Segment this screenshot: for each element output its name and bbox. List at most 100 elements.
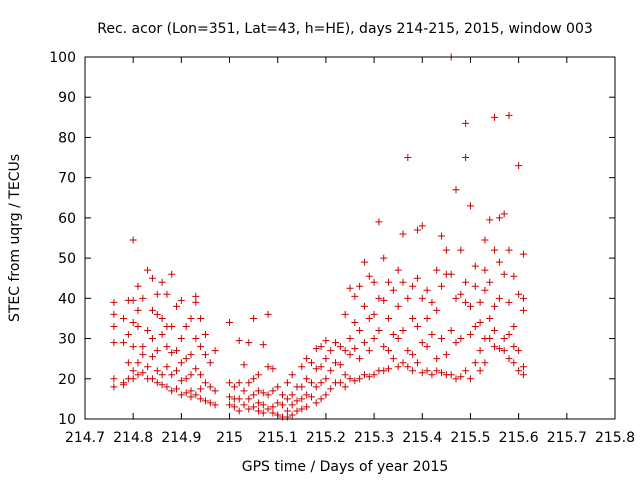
data-point xyxy=(206,359,214,367)
data-points xyxy=(110,53,527,421)
data-point xyxy=(346,351,354,359)
data-point xyxy=(177,296,185,304)
data-point xyxy=(120,381,128,389)
plot-frame xyxy=(84,56,616,420)
data-point xyxy=(201,331,209,339)
data-point xyxy=(283,395,291,403)
data-point xyxy=(404,363,412,371)
data-point xyxy=(307,393,315,401)
data-point xyxy=(187,393,195,401)
data-point xyxy=(235,379,243,387)
data-point xyxy=(182,355,190,363)
data-point xyxy=(144,363,152,371)
data-point xyxy=(274,399,282,407)
data-point xyxy=(491,302,499,310)
data-point xyxy=(211,401,219,409)
data-point xyxy=(201,397,209,405)
data-point xyxy=(389,286,397,294)
data-point xyxy=(192,298,200,306)
data-point xyxy=(351,345,359,353)
data-point xyxy=(510,322,518,330)
data-point xyxy=(519,363,527,371)
data-point xyxy=(317,343,325,351)
x-axis-ticks: 214.7 214.8 214.9 215 215.1 215.2 215.3 215.4 21… xyxy=(65,57,635,446)
y-tick-label: 30 xyxy=(58,332,76,348)
data-point xyxy=(404,154,412,162)
data-point xyxy=(283,407,291,415)
data-point xyxy=(341,383,349,391)
data-point xyxy=(187,387,195,395)
x-tick-label: 215.2 xyxy=(306,430,346,446)
data-point xyxy=(346,284,354,292)
data-point xyxy=(476,367,484,375)
data-point xyxy=(341,310,349,318)
data-point xyxy=(466,202,474,210)
data-point xyxy=(399,327,407,335)
data-point xyxy=(177,335,185,343)
data-point xyxy=(240,401,248,409)
data-point xyxy=(389,331,397,339)
data-point xyxy=(447,270,455,278)
data-point xyxy=(163,363,171,371)
y-tick-label: 50 xyxy=(58,251,76,267)
data-point xyxy=(505,246,513,254)
data-point xyxy=(254,387,262,395)
data-point xyxy=(476,298,484,306)
data-point xyxy=(515,367,523,375)
data-point xyxy=(129,296,137,304)
x-tick-label: 215.6 xyxy=(499,430,539,446)
data-point xyxy=(505,298,513,306)
data-point xyxy=(124,331,132,339)
data-point xyxy=(288,401,296,409)
data-point xyxy=(413,359,421,367)
data-point xyxy=(187,371,195,379)
data-point xyxy=(385,347,393,355)
data-point xyxy=(399,230,407,238)
data-point xyxy=(269,387,277,395)
data-point xyxy=(182,375,190,383)
data-point xyxy=(279,401,287,409)
data-point xyxy=(409,282,417,290)
data-point xyxy=(245,395,253,403)
data-point xyxy=(182,322,190,330)
data-point xyxy=(269,403,277,411)
data-point xyxy=(418,339,426,347)
data-point xyxy=(491,113,499,121)
y-tick-label: 70 xyxy=(58,171,76,187)
x-tick-label: 215.7 xyxy=(547,430,587,446)
data-point xyxy=(197,395,205,403)
data-point xyxy=(375,327,383,335)
data-point xyxy=(452,186,460,194)
data-point xyxy=(428,331,436,339)
data-point xyxy=(385,365,393,373)
data-point xyxy=(486,335,494,343)
data-point xyxy=(481,236,489,244)
data-point xyxy=(168,322,176,330)
data-point xyxy=(177,359,185,367)
data-point xyxy=(433,306,441,314)
data-point xyxy=(259,389,267,397)
data-point xyxy=(438,232,446,240)
data-point xyxy=(413,226,421,234)
data-point xyxy=(394,363,402,371)
data-point xyxy=(187,314,195,322)
data-point xyxy=(462,298,470,306)
data-point xyxy=(168,349,176,357)
data-point xyxy=(486,314,494,322)
data-point xyxy=(226,401,234,409)
data-point xyxy=(505,355,513,363)
data-point xyxy=(385,314,393,322)
data-point xyxy=(409,314,417,322)
data-point xyxy=(110,383,118,391)
data-point xyxy=(341,371,349,379)
data-point xyxy=(351,292,359,300)
data-point xyxy=(168,270,176,278)
data-point xyxy=(438,335,446,343)
data-point xyxy=(356,375,364,383)
data-point xyxy=(235,407,243,415)
data-point xyxy=(245,339,253,347)
data-point xyxy=(177,377,185,385)
data-point xyxy=(413,274,421,282)
data-point xyxy=(288,391,296,399)
